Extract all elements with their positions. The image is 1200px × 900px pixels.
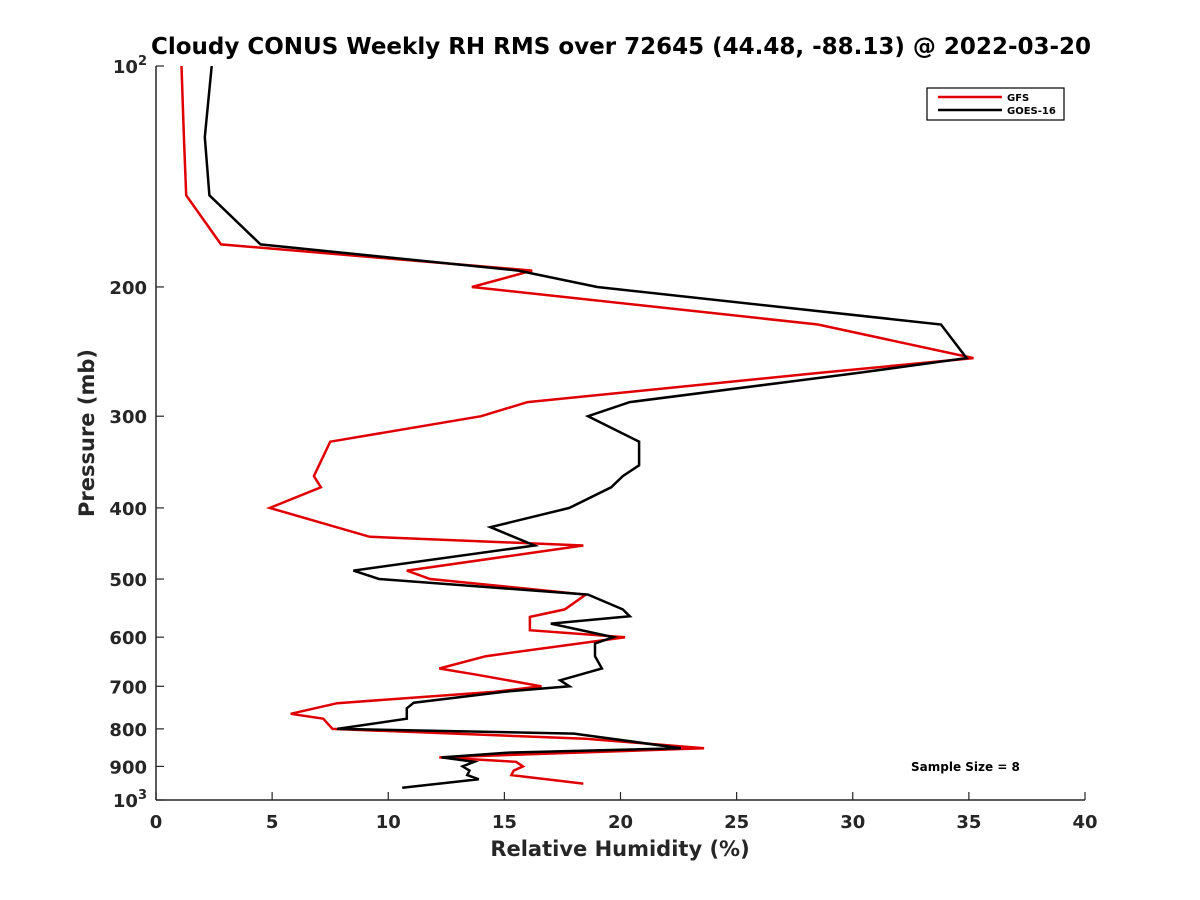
y-tick-label: 700 — [109, 677, 147, 698]
y-tick-label: 900 — [109, 757, 147, 778]
legend-label-goes-16: GOES-16 — [1007, 106, 1056, 117]
x-tick-label: 10 — [376, 812, 401, 833]
y-tick-label: 500 — [109, 570, 147, 591]
y-tick-label: 102 — [113, 54, 147, 78]
y-tick-label: 103 — [113, 788, 147, 812]
axes: 0 5 10 15 20 25 30 35 40 102 200 300 400 500 600 700 800… — [109, 54, 1097, 833]
x-tick-label: 0 — [150, 812, 163, 833]
y-axis-label: Pressure (mb) — [75, 349, 99, 517]
x-tick-label: 15 — [492, 812, 517, 833]
x-tick-label: 40 — [1072, 812, 1097, 833]
legend-label-gfs: GFS — [1007, 93, 1029, 104]
x-tick-label: 5 — [266, 812, 279, 833]
y-tick-label: 600 — [109, 628, 147, 649]
x-tick-label: 20 — [608, 812, 633, 833]
sample-size-annotation: Sample Size = 8 — [911, 760, 1020, 774]
chart-title: Cloudy CONUS Weekly RH RMS over 72645 (4… — [151, 34, 1091, 60]
legend-box — [926, 87, 1065, 121]
x-axis-label: Relative Humidity (%) — [490, 837, 749, 861]
y-tick-label: 800 — [109, 720, 147, 741]
x-tick-label: 30 — [840, 812, 865, 833]
y-tick-label: 200 — [109, 278, 147, 299]
x-tick-label: 35 — [956, 812, 981, 833]
x-tick-label: 25 — [724, 812, 749, 833]
data-series — [180, 65, 974, 789]
series-line-gfs — [180, 65, 974, 785]
y-tick-label: 300 — [109, 407, 147, 428]
series-line-goes-16 — [203, 65, 969, 789]
y-tick-label: 400 — [109, 499, 147, 520]
legend: GFS GOES-16 — [926, 87, 1065, 121]
